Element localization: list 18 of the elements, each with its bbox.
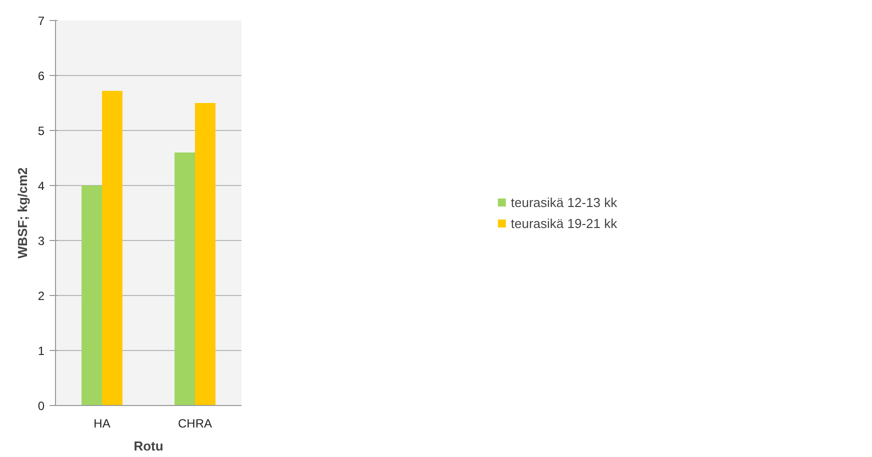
bar: [174, 152, 195, 406]
y-axis-title: WBSF; kg/cm2: [14, 167, 30, 259]
y-tick-label: 5: [38, 124, 45, 138]
y-tick-label: 4: [38, 179, 45, 193]
y-tick-label: 0: [38, 399, 45, 413]
y-tick-label: 1: [38, 344, 45, 358]
x-tick-label: CHRA: [178, 416, 212, 430]
y-tick-label: 2: [38, 289, 45, 303]
legend-label: teurasikä 19-21 kk: [510, 216, 618, 230]
y-tick-label: 7: [38, 14, 45, 28]
bar: [82, 186, 102, 406]
legend-label: teurasikä 12-13 kk: [510, 194, 618, 210]
y-tick-label: 6: [38, 69, 45, 83]
bar: [195, 103, 216, 406]
x-axis-title: Rotu: [134, 438, 164, 454]
y-tick-label: 3: [38, 234, 45, 248]
x-tick-label: HA: [94, 416, 110, 430]
bar: [102, 90, 122, 406]
